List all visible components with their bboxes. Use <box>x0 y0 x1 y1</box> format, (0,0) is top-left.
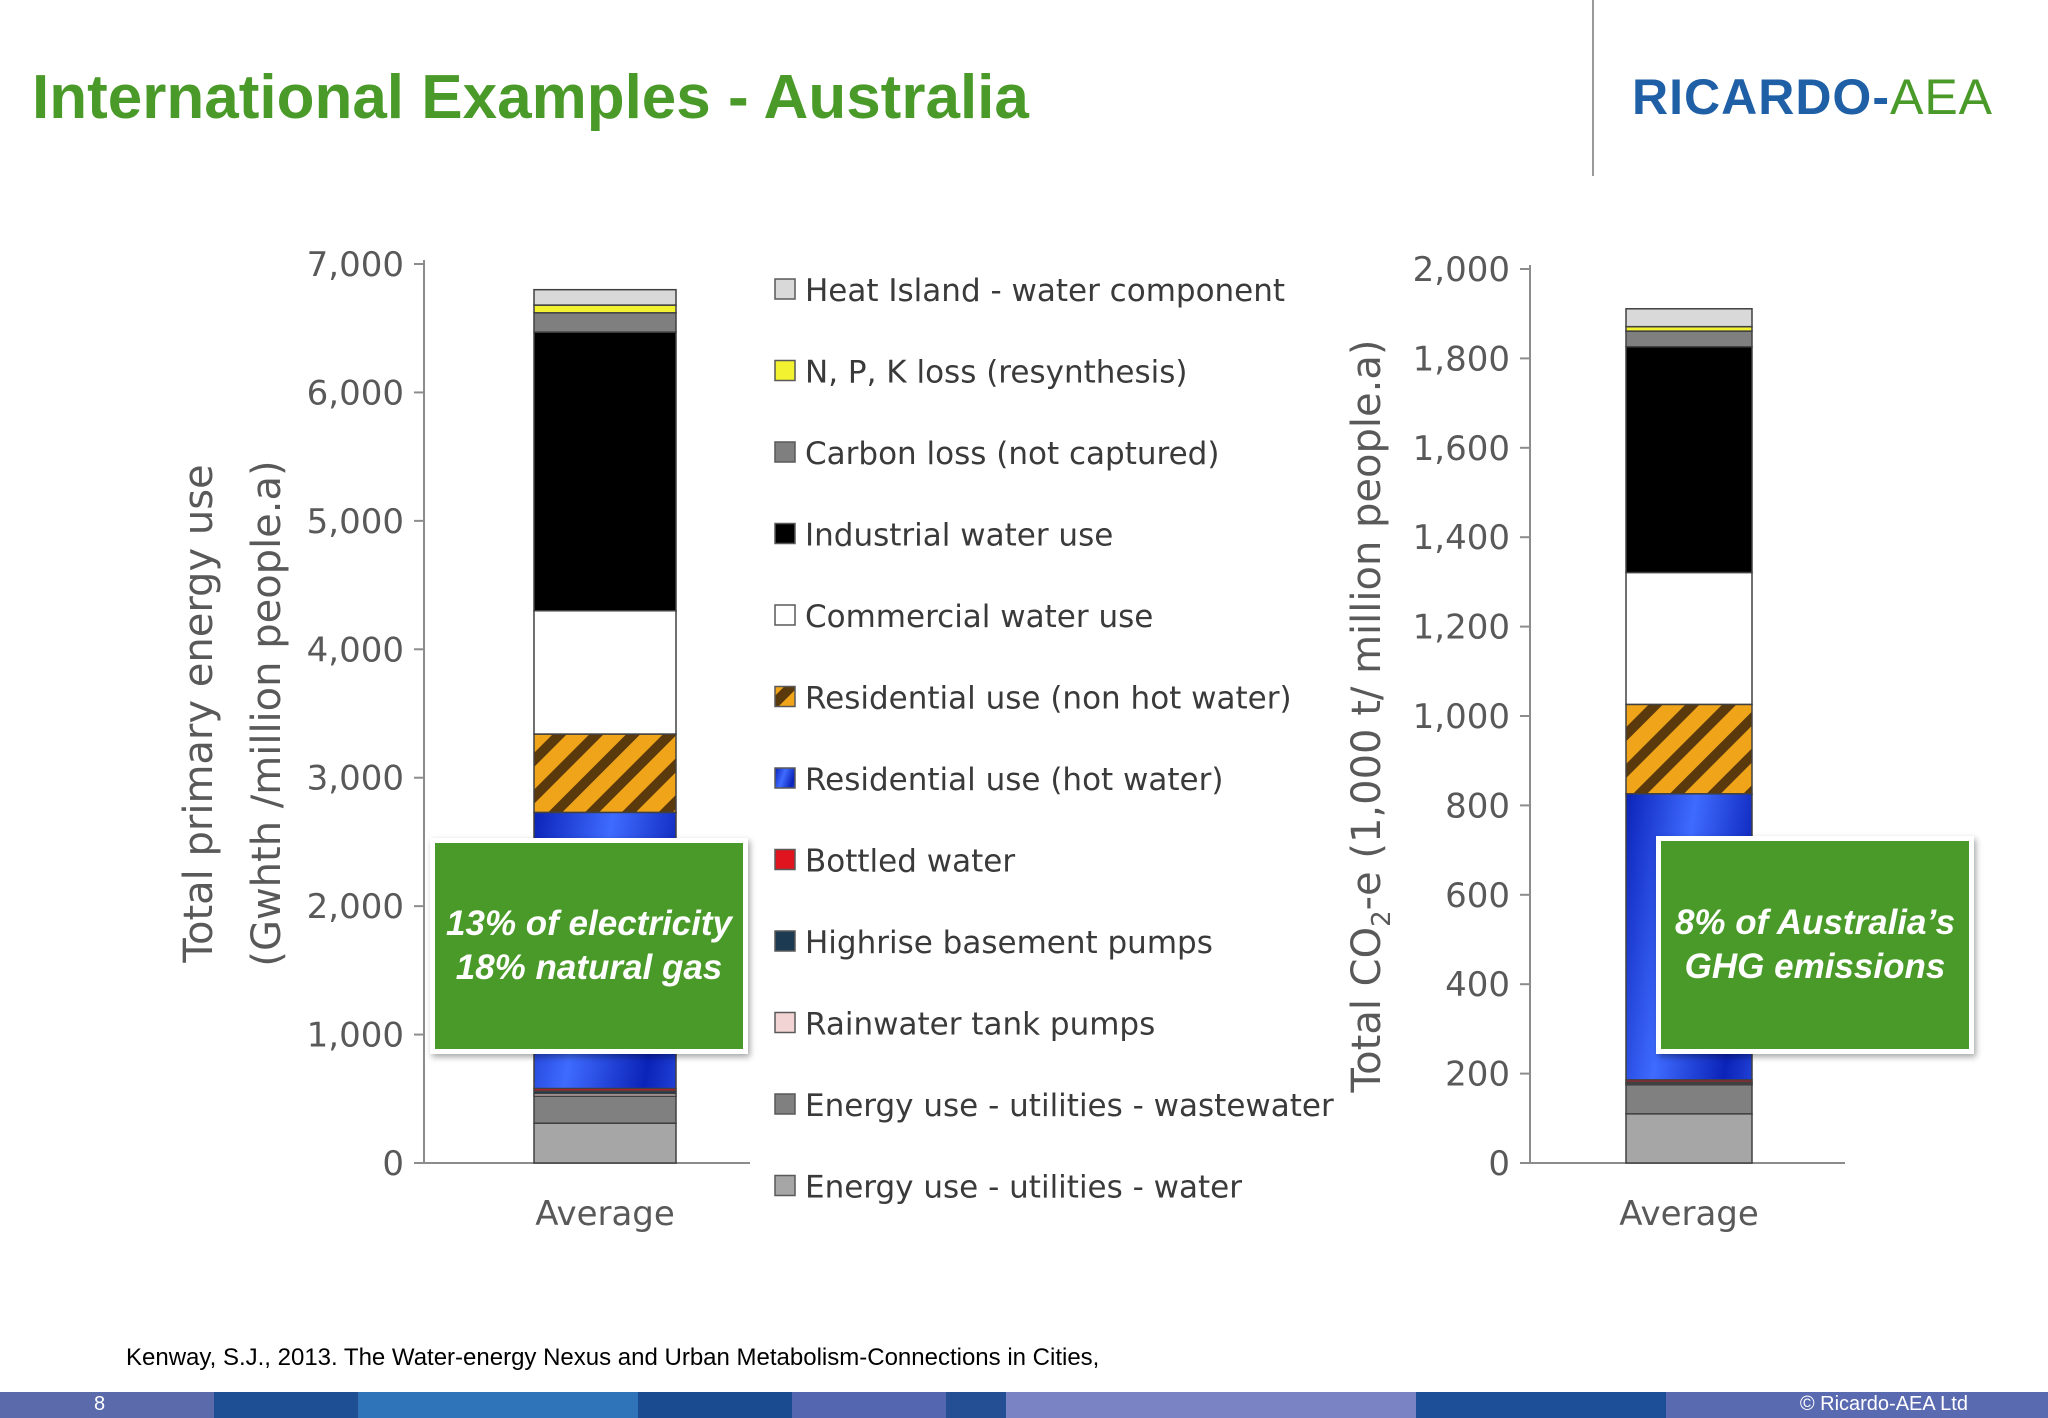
callout-right-line-2: GHG emissions <box>1684 947 1946 986</box>
bar-segment-industrial-water-use <box>533 331 677 612</box>
y-tick-label: 5,000 <box>307 502 404 542</box>
legend-label-residential-use-non-hot-water: Residential use (non hot water) <box>805 681 1292 717</box>
bar-segment-n-p-k-loss-resynthesis <box>533 304 677 314</box>
y-tick-label: 3,000 <box>307 759 404 799</box>
legend-swatch-energy-use-utilities-wastewater <box>774 1093 796 1115</box>
bar-segment-carbon-loss-not-captured <box>1625 330 1753 348</box>
y-axis-label-subscript: 2 <box>1367 910 1397 927</box>
bar-segment-residential-use-non-hot-water <box>1625 703 1753 795</box>
legend-label-energy-use-utilities-wastewater: Energy use - utilities - wastewater <box>805 1088 1334 1124</box>
legend-swatch-highrise-basement-pumps <box>774 930 796 952</box>
legend-label-carbon-loss-not-captured: Carbon loss (not captured) <box>805 436 1219 472</box>
y-tick-label: 1,200 <box>1413 608 1510 648</box>
y-tick-label: 0 <box>382 1144 404 1184</box>
bar-segment-carbon-loss-not-captured <box>533 312 677 333</box>
legend-swatch-carbon-loss-not-captured <box>774 441 796 463</box>
y-tick-label: 400 <box>1445 965 1510 1005</box>
copyright-text: © Ricardo-AEA Ltd <box>1799 1393 1968 1415</box>
legend-label-highrise-basement-pumps: Highrise basement pumps <box>805 925 1213 961</box>
legend-label-commercial-water-use: Commercial water use <box>805 599 1153 635</box>
legend-swatch-industrial-water-use <box>774 522 796 545</box>
y-tick-label: 600 <box>1445 876 1510 916</box>
y-tick-label: 1,000 <box>1413 697 1510 737</box>
y-tick-label: 2,000 <box>307 887 404 927</box>
energy-use-chart: 0 1,000 2,000 3,000 4,000 5,000 6,000 7,000 Aver… <box>176 245 750 1234</box>
legend-label-energy-use-utilities-water: Energy use - utilities - water <box>805 1170 1242 1206</box>
bar-segment-commercial-water-use <box>533 610 677 735</box>
bar-segment-heat-island-water-component <box>533 288 677 306</box>
legend-label-industrial-water-use: Industrial water use <box>805 518 1113 554</box>
stacked-bar-charts: 0 1,000 2,000 3,000 4,000 5,000 6,000 7,000 Aver… <box>176 245 1845 1234</box>
co2-emissions-chart: 0 200 400 600 800 1,000 1,200 1,400 1,600 1,800 2,… <box>1344 250 1845 1234</box>
y-tick-label: 7,000 <box>307 245 404 285</box>
legend-label-rainwater-tank-pumps: Rainwater tank pumps <box>805 1007 1155 1043</box>
legend-label-bottled-water: Bottled water <box>805 844 1015 880</box>
legend-swatch-energy-use-utilities-water <box>774 1174 796 1197</box>
y-axis-label-line-2: (Gwhth /million people.a) <box>244 460 290 966</box>
electricity-gas-callout: 13% of electricity 18% natural gas <box>430 838 748 1054</box>
footer-bar <box>0 1392 2048 1418</box>
legend-swatch-residential-use-non-hot-water <box>774 685 796 708</box>
bar-segment-industrial-water-use <box>1625 346 1753 574</box>
slide-title: International Examples - Australia <box>32 63 1029 132</box>
legend-swatch-n-p-k-loss-resynthesis <box>774 359 796 382</box>
y-tick-label: 200 <box>1445 1055 1510 1095</box>
y-axis-label: Total CO2-e (1,000 t/ million people.a) <box>1344 340 1397 1094</box>
citation-text: Kenway, S.J., 2013. The Water-energy Nex… <box>126 1344 1100 1371</box>
bar-segment-energy-use-utilities-wastewater <box>533 1095 677 1124</box>
y-tick-label: 1,800 <box>1413 339 1510 379</box>
legend-swatch-bottled-water <box>774 848 796 871</box>
x-category-label: Average <box>535 1194 675 1234</box>
y-axis-label-line-1: Total primary energy use <box>176 464 222 963</box>
logo-part-2: AEA <box>1889 69 1994 125</box>
callout-left-line-1: 13% of electricity <box>446 904 732 943</box>
bar-segment-heat-island-water-component <box>1625 308 1753 328</box>
legend-label-heat-island-water-component: Heat Island - water component <box>805 273 1285 309</box>
y-tick-label: 1,000 <box>307 1016 404 1056</box>
logo-part-1: RICARDO <box>1632 69 1873 125</box>
y-axis-label-part-1: Total CO <box>1344 927 1390 1094</box>
legend-swatch-heat-island-water-component <box>774 278 796 300</box>
y-tick-label: 0 <box>1488 1144 1510 1184</box>
y-tick-label: 800 <box>1445 786 1510 826</box>
x-category-label: Average <box>1619 1194 1759 1234</box>
y-tick-label: 4,000 <box>307 630 404 670</box>
y-tick-label: 1,400 <box>1413 518 1510 558</box>
y-tick-label: 1,600 <box>1413 429 1510 469</box>
ricardo-aea-logo: RICARDO-AEA <box>1632 68 1993 126</box>
header-divider <box>1592 0 1594 176</box>
page-number: 8 <box>94 1393 106 1415</box>
legend-swatch-residential-use-hot-water <box>774 767 796 789</box>
ghg-emissions-callout: 8% of Australia’s GHG emissions <box>1656 836 1974 1054</box>
y-axis-label-part-2: -e (1,000 t/ million people.a) <box>1344 340 1390 911</box>
y-tick-label: 2,000 <box>1413 250 1510 290</box>
chart-legend: Heat Island - water component N, P, K los… <box>774 273 1334 1206</box>
legend-swatch-rainwater-tank-pumps <box>774 1011 796 1034</box>
legend-label-residential-use-hot-water: Residential use (hot water) <box>805 762 1223 798</box>
bar-segment-residential-use-non-hot-water <box>533 733 677 814</box>
y-tick-label: 6,000 <box>307 373 404 413</box>
legend-swatch-commercial-water-use <box>774 604 796 626</box>
callout-left-line-2: 18% natural gas <box>455 948 723 987</box>
bar-segment-energy-use-utilities-wastewater <box>1625 1084 1753 1115</box>
bar-segment-energy-use-utilities-water <box>1625 1113 1753 1164</box>
legend-label-n-p-k-loss-resynthesis: N, P, K loss (resynthesis) <box>805 355 1187 391</box>
logo-separator: - <box>1872 69 1890 125</box>
callout-right-line-1: 8% of Australia’s <box>1674 903 1956 942</box>
bar-segment-commercial-water-use <box>1625 571 1753 706</box>
bar-segment-energy-use-utilities-water <box>533 1122 677 1164</box>
